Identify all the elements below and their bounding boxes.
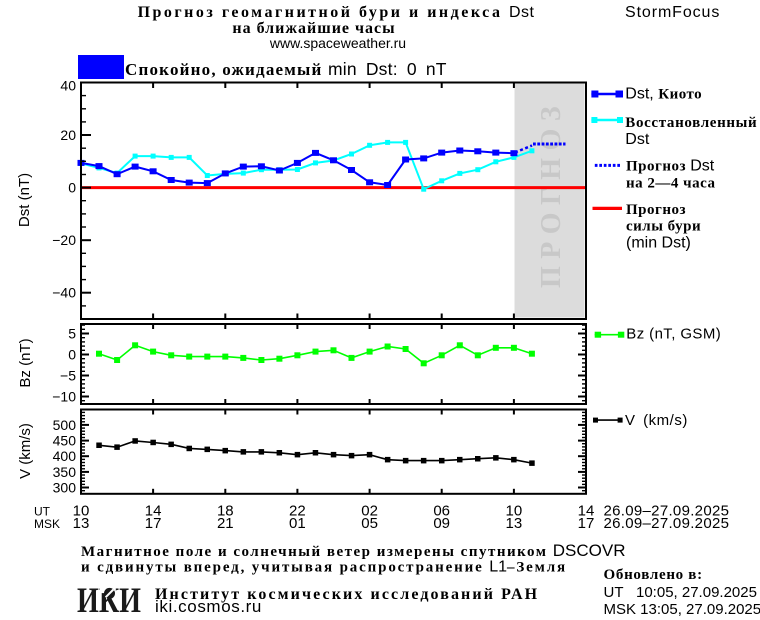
svg-text:09: 09 (433, 515, 450, 532)
svg-text:−5: −5 (60, 368, 76, 384)
svg-text:02: 02 (361, 503, 378, 520)
svg-text:MSK: MSK (34, 517, 60, 531)
svg-text:450: 450 (53, 433, 77, 449)
svg-text:на ближайшие часы: на ближайшие часы (232, 20, 395, 37)
svg-text:Dst: Dst (625, 131, 650, 148)
svg-text:22: 22 (289, 503, 306, 520)
svg-text:(min Dst): (min Dst) (626, 234, 691, 251)
svg-text:V (km/s): V (km/s) (625, 412, 688, 429)
svg-text:Прогноз геомагнитной бури и ин: Прогноз геомагнитной бури и индекса Dst (138, 4, 535, 21)
svg-text:на 2—4 часа: на 2—4 часа (626, 175, 715, 191)
svg-text:14: 14 (578, 503, 595, 520)
svg-text:Магнитное поле и солнечный вет: Магнитное поле и солнечный ветер измерен… (81, 541, 625, 560)
svg-text:18: 18 (217, 503, 234, 520)
svg-text:21: 21 (217, 515, 234, 532)
svg-text:Спокойно, ожидаемый min Dst: 0: Спокойно, ожидаемый min Dst: 0 nT (125, 59, 447, 79)
svg-text:400: 400 (53, 448, 77, 464)
svg-text:17: 17 (578, 515, 595, 532)
svg-text:и сдвинуты вперед, учитывая ра: и сдвинуты вперед, учитывая распростране… (81, 559, 567, 576)
svg-text:01: 01 (289, 515, 306, 532)
svg-text:Dst (nT): Dst (nT) (16, 173, 33, 227)
svg-text:−40: −40 (52, 285, 76, 301)
svg-text:iki.cosmos.ru: iki.cosmos.ru (155, 597, 262, 616)
svg-text:300: 300 (53, 480, 77, 496)
svg-text:UT 10:05, 27.09.2025: UT 10:05, 27.09.2025 (604, 584, 757, 601)
svg-text:Восстановленный: Восстановленный (625, 115, 757, 131)
svg-text:UT: UT (34, 505, 51, 519)
svg-text:13: 13 (73, 515, 90, 532)
svg-text:−10: −10 (52, 389, 76, 405)
svg-text:40: 40 (60, 78, 76, 94)
svg-text:−20: −20 (52, 232, 76, 248)
svg-text:StormFocus: StormFocus (625, 4, 720, 21)
svg-text:20: 20 (60, 127, 76, 143)
svg-text:Bz (nT, GSM): Bz (nT, GSM) (626, 326, 721, 343)
svg-text:350: 350 (53, 464, 77, 480)
svg-text:10: 10 (73, 503, 90, 520)
svg-text:06: 06 (433, 503, 450, 520)
svg-text:Прогноз: Прогноз (626, 202, 686, 218)
svg-text:10: 10 (506, 503, 523, 520)
svg-text:13: 13 (506, 515, 523, 532)
svg-text:14: 14 (145, 503, 162, 520)
svg-text:силы бури: силы бури (626, 218, 701, 234)
svg-text:www.spaceweather.ru: www.spaceweather.ru (269, 35, 406, 51)
svg-text:Bz (nT): Bz (nT) (17, 338, 34, 387)
svg-text:05: 05 (361, 515, 378, 532)
svg-text:MSK 13:05, 27.09.2025: MSK 13:05, 27.09.2025 (604, 601, 760, 618)
svg-text:500: 500 (53, 417, 77, 433)
svg-text:26.09–27.09.2025: 26.09–27.09.2025 (604, 515, 730, 532)
svg-text:26.09–27.09.2025: 26.09–27.09.2025 (604, 503, 730, 520)
svg-text:Dst, Киото: Dst, Киото (625, 86, 702, 103)
svg-text:V (km/s): V (km/s) (17, 423, 34, 479)
svg-text:Прогноз Dst: Прогноз Dst (626, 157, 715, 174)
svg-text:Институт космических исследова: Институт космических исследований РАН (155, 586, 539, 603)
svg-text:Обновлено в:: Обновлено в: (604, 567, 703, 583)
svg-text:0: 0 (68, 180, 76, 196)
svg-text:17: 17 (145, 515, 162, 532)
svg-text:5: 5 (68, 326, 76, 342)
svg-text:ПРОГНОЗ: ПРОГНОЗ (536, 99, 567, 288)
svg-text:0: 0 (68, 347, 76, 363)
